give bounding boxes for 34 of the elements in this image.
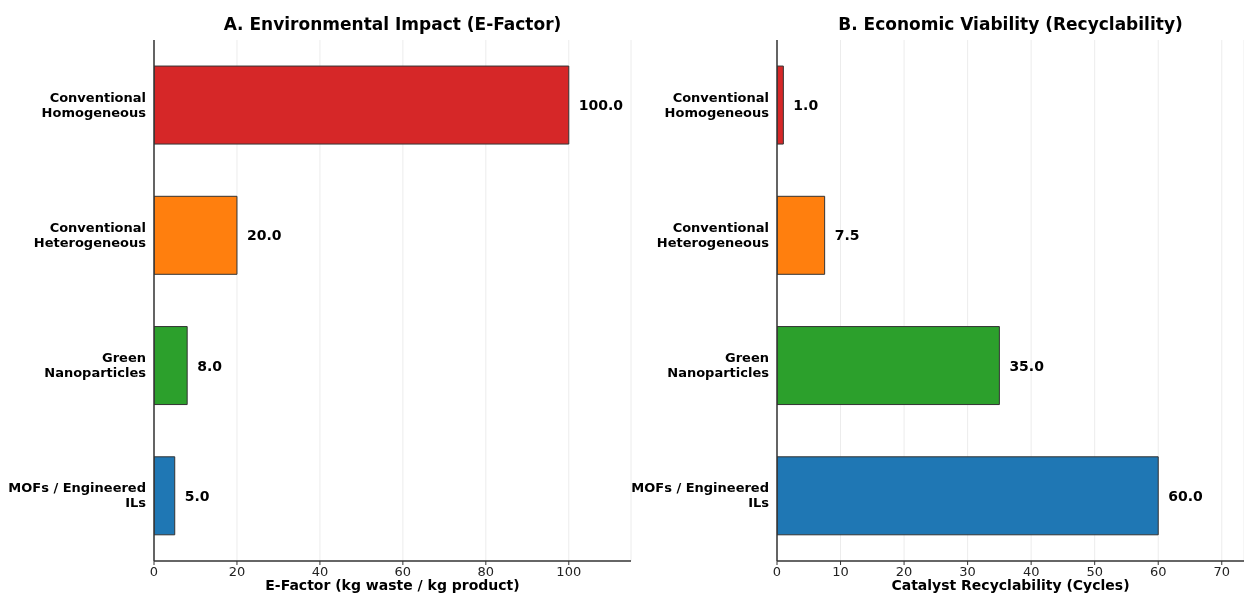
x-tick-label: 30	[959, 564, 976, 580]
data-label: 60.0	[1168, 487, 1204, 504]
data-label: 100.0	[578, 97, 624, 114]
y-tick-label: Green Nanoparticles	[44, 349, 147, 380]
x-tick-label: 60	[1149, 564, 1167, 580]
chart-title: B. Economic Viability (Recyclability)	[837, 14, 1184, 34]
x-tick-label: 40	[311, 564, 329, 580]
y-tick-label: MOFs / Engineered ILs	[631, 479, 770, 510]
data-label: 1.0	[793, 97, 819, 114]
x-tick-label: 50	[1086, 564, 1103, 580]
x-axis-title: E-Factor (kg waste / kg product)	[265, 577, 520, 593]
data-label: 8.0	[197, 357, 223, 374]
y-tick-label: Conventional Homogeneous	[664, 89, 770, 120]
y-tick-label: Conventional Heterogeneous	[33, 219, 147, 250]
y-tick-label: Conventional Heterogeneous	[656, 219, 770, 250]
chart-title: A. Environmental Impact (E-Factor)	[222, 14, 563, 34]
data-label: 7.5	[834, 227, 860, 244]
x-tick-label: 10	[832, 564, 849, 580]
y-tick-label: Conventional Homogeneous	[41, 89, 147, 120]
x-tick-label: 40	[1022, 564, 1040, 580]
x-tick-label: 0	[149, 564, 159, 580]
x-axis-title: Catalyst Recyclability (Cycles)	[891, 577, 1130, 593]
y-tick-label: Green Nanoparticles	[667, 349, 770, 380]
x-tick-label: 100	[556, 564, 582, 580]
x-tick-label: 60	[394, 564, 412, 580]
data-label: 5.0	[184, 487, 210, 504]
x-tick-label: 70	[1213, 564, 1231, 580]
y-tick-label: MOFs / Engineered ILs	[8, 479, 147, 510]
x-tick-label: 80	[477, 564, 495, 580]
data-label: 35.0	[1009, 357, 1045, 374]
x-tick-label: 0	[772, 564, 782, 580]
x-tick-label: 20	[895, 564, 913, 580]
data-label: 20.0	[246, 227, 282, 244]
x-tick-label: 20	[228, 564, 246, 580]
